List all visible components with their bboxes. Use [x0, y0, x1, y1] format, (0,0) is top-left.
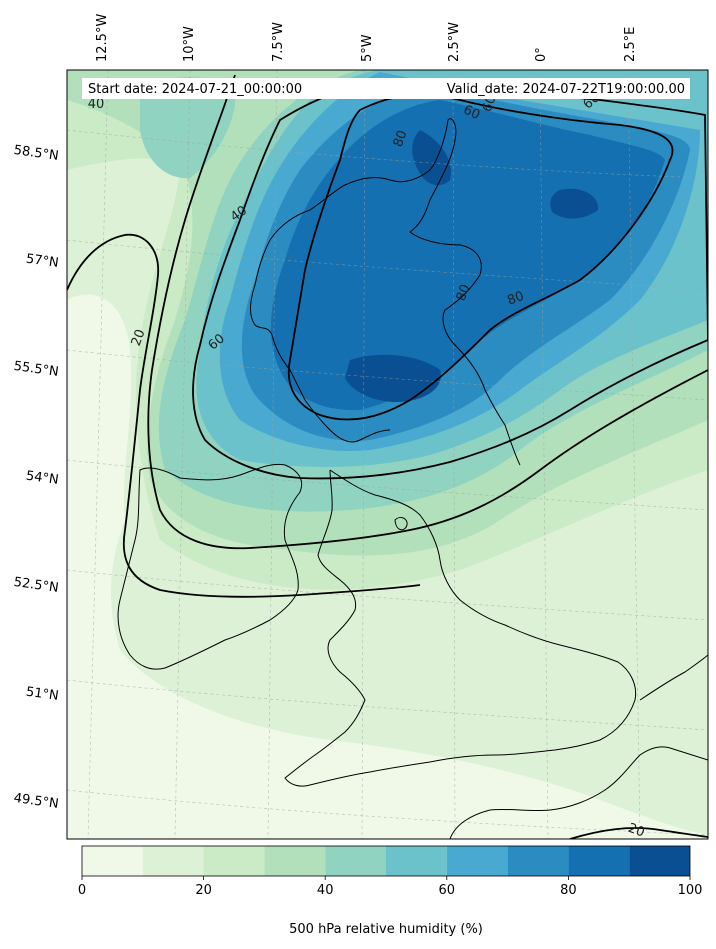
- header-box: [82, 78, 690, 99]
- coastline-england-wales: [284, 469, 637, 787]
- latitude-label: 57°N: [25, 252, 60, 271]
- humidity-core-central: [345, 354, 441, 403]
- longitude-label: 12.5°W: [95, 14, 110, 62]
- contour-label: 40: [88, 97, 105, 112]
- colorbar-segment: [325, 846, 386, 876]
- contour-40-main: [147, 74, 708, 550]
- colorbar-tick-label: 20: [195, 883, 212, 898]
- longitude-axis: 12.5°W 10°W 7.5°W 5°W 2.5°W 0° 2.5°E: [95, 14, 638, 62]
- latitude-label: 52.5°N: [13, 575, 60, 596]
- colorbar-segment: [142, 846, 204, 876]
- longitude-label: 0°: [534, 47, 549, 62]
- longitude-label: 2.5°W: [447, 22, 462, 62]
- longitude-label: 2.5°E: [623, 27, 638, 62]
- humidity-core-east: [550, 188, 599, 219]
- contour-label: 20: [626, 821, 647, 841]
- coastline-ireland: [117, 463, 303, 670]
- latitude-label: 55.5°N: [13, 359, 60, 380]
- contour-label: 80: [454, 282, 474, 303]
- humidity-band-0-10: [67, 294, 708, 839]
- graticule: [67, 70, 708, 839]
- colorbar-tick-label: 100: [678, 883, 703, 898]
- humidity-core-north: [412, 130, 451, 186]
- colorbar-segment: [264, 846, 326, 876]
- latitude-label: 51°N: [25, 685, 60, 704]
- contour-label: 80: [505, 289, 526, 309]
- colorbar-segment: [507, 846, 569, 876]
- coastline-low-countries: [639, 654, 708, 701]
- contour-label: 80: [391, 128, 411, 149]
- contour-20: [67, 233, 421, 598]
- map-border: [66, 69, 709, 840]
- valid-date-label: Valid_date: 2024-07-22T19:00:00.00: [447, 82, 685, 97]
- colorbar-tick-label: 80: [560, 883, 577, 898]
- latitude-axis: 58.5°N 57°N 55.5°N 54°N 52.5°N 51°N 49.5…: [13, 143, 60, 812]
- contour-80: [287, 93, 674, 421]
- map-area: 40 40 20 60 60 80 80 80 60 20 60: [67, 70, 708, 841]
- colorbar-label: 500 hPa relative humidity (%): [289, 922, 483, 937]
- colorbar-border: [81, 845, 691, 877]
- colorbar-segment: [629, 846, 690, 876]
- coastline-scotland-west: [250, 239, 391, 443]
- coastline-scotland: [269, 118, 521, 466]
- colorbar-tick-label: 40: [317, 883, 334, 898]
- colorbar: 0 20 40 60 80 100: [78, 845, 703, 898]
- coastline-france: [449, 746, 708, 839]
- longitude-label: 10°W: [182, 26, 197, 62]
- start-date-label: Start date: 2024-07-21_00:00:00: [88, 82, 302, 97]
- humidity-blob-northwest: [140, 77, 236, 179]
- longitude-label: 7.5°W: [271, 22, 286, 62]
- latitude-label: 54°N: [25, 469, 60, 488]
- colorbar-tick-label: 60: [439, 883, 456, 898]
- colorbar-segment: [386, 846, 447, 876]
- contour-label: 60: [461, 103, 482, 124]
- colorbar-segment: [446, 846, 508, 876]
- colorbar-segment: [82, 846, 143, 876]
- colorbar-segment: [203, 846, 265, 876]
- coastline-isle-of-man: [394, 517, 408, 531]
- colorbar-tick-label: 0: [78, 883, 86, 898]
- latitude-label: 49.5°N: [13, 791, 60, 812]
- latitude-label: 58.5°N: [13, 143, 60, 164]
- colorbar-segment: [568, 846, 630, 876]
- contour-20-south: [569, 827, 708, 839]
- longitude-label: 5°W: [360, 34, 375, 62]
- contour-label: 20: [129, 327, 149, 348]
- coastlines: [117, 118, 708, 839]
